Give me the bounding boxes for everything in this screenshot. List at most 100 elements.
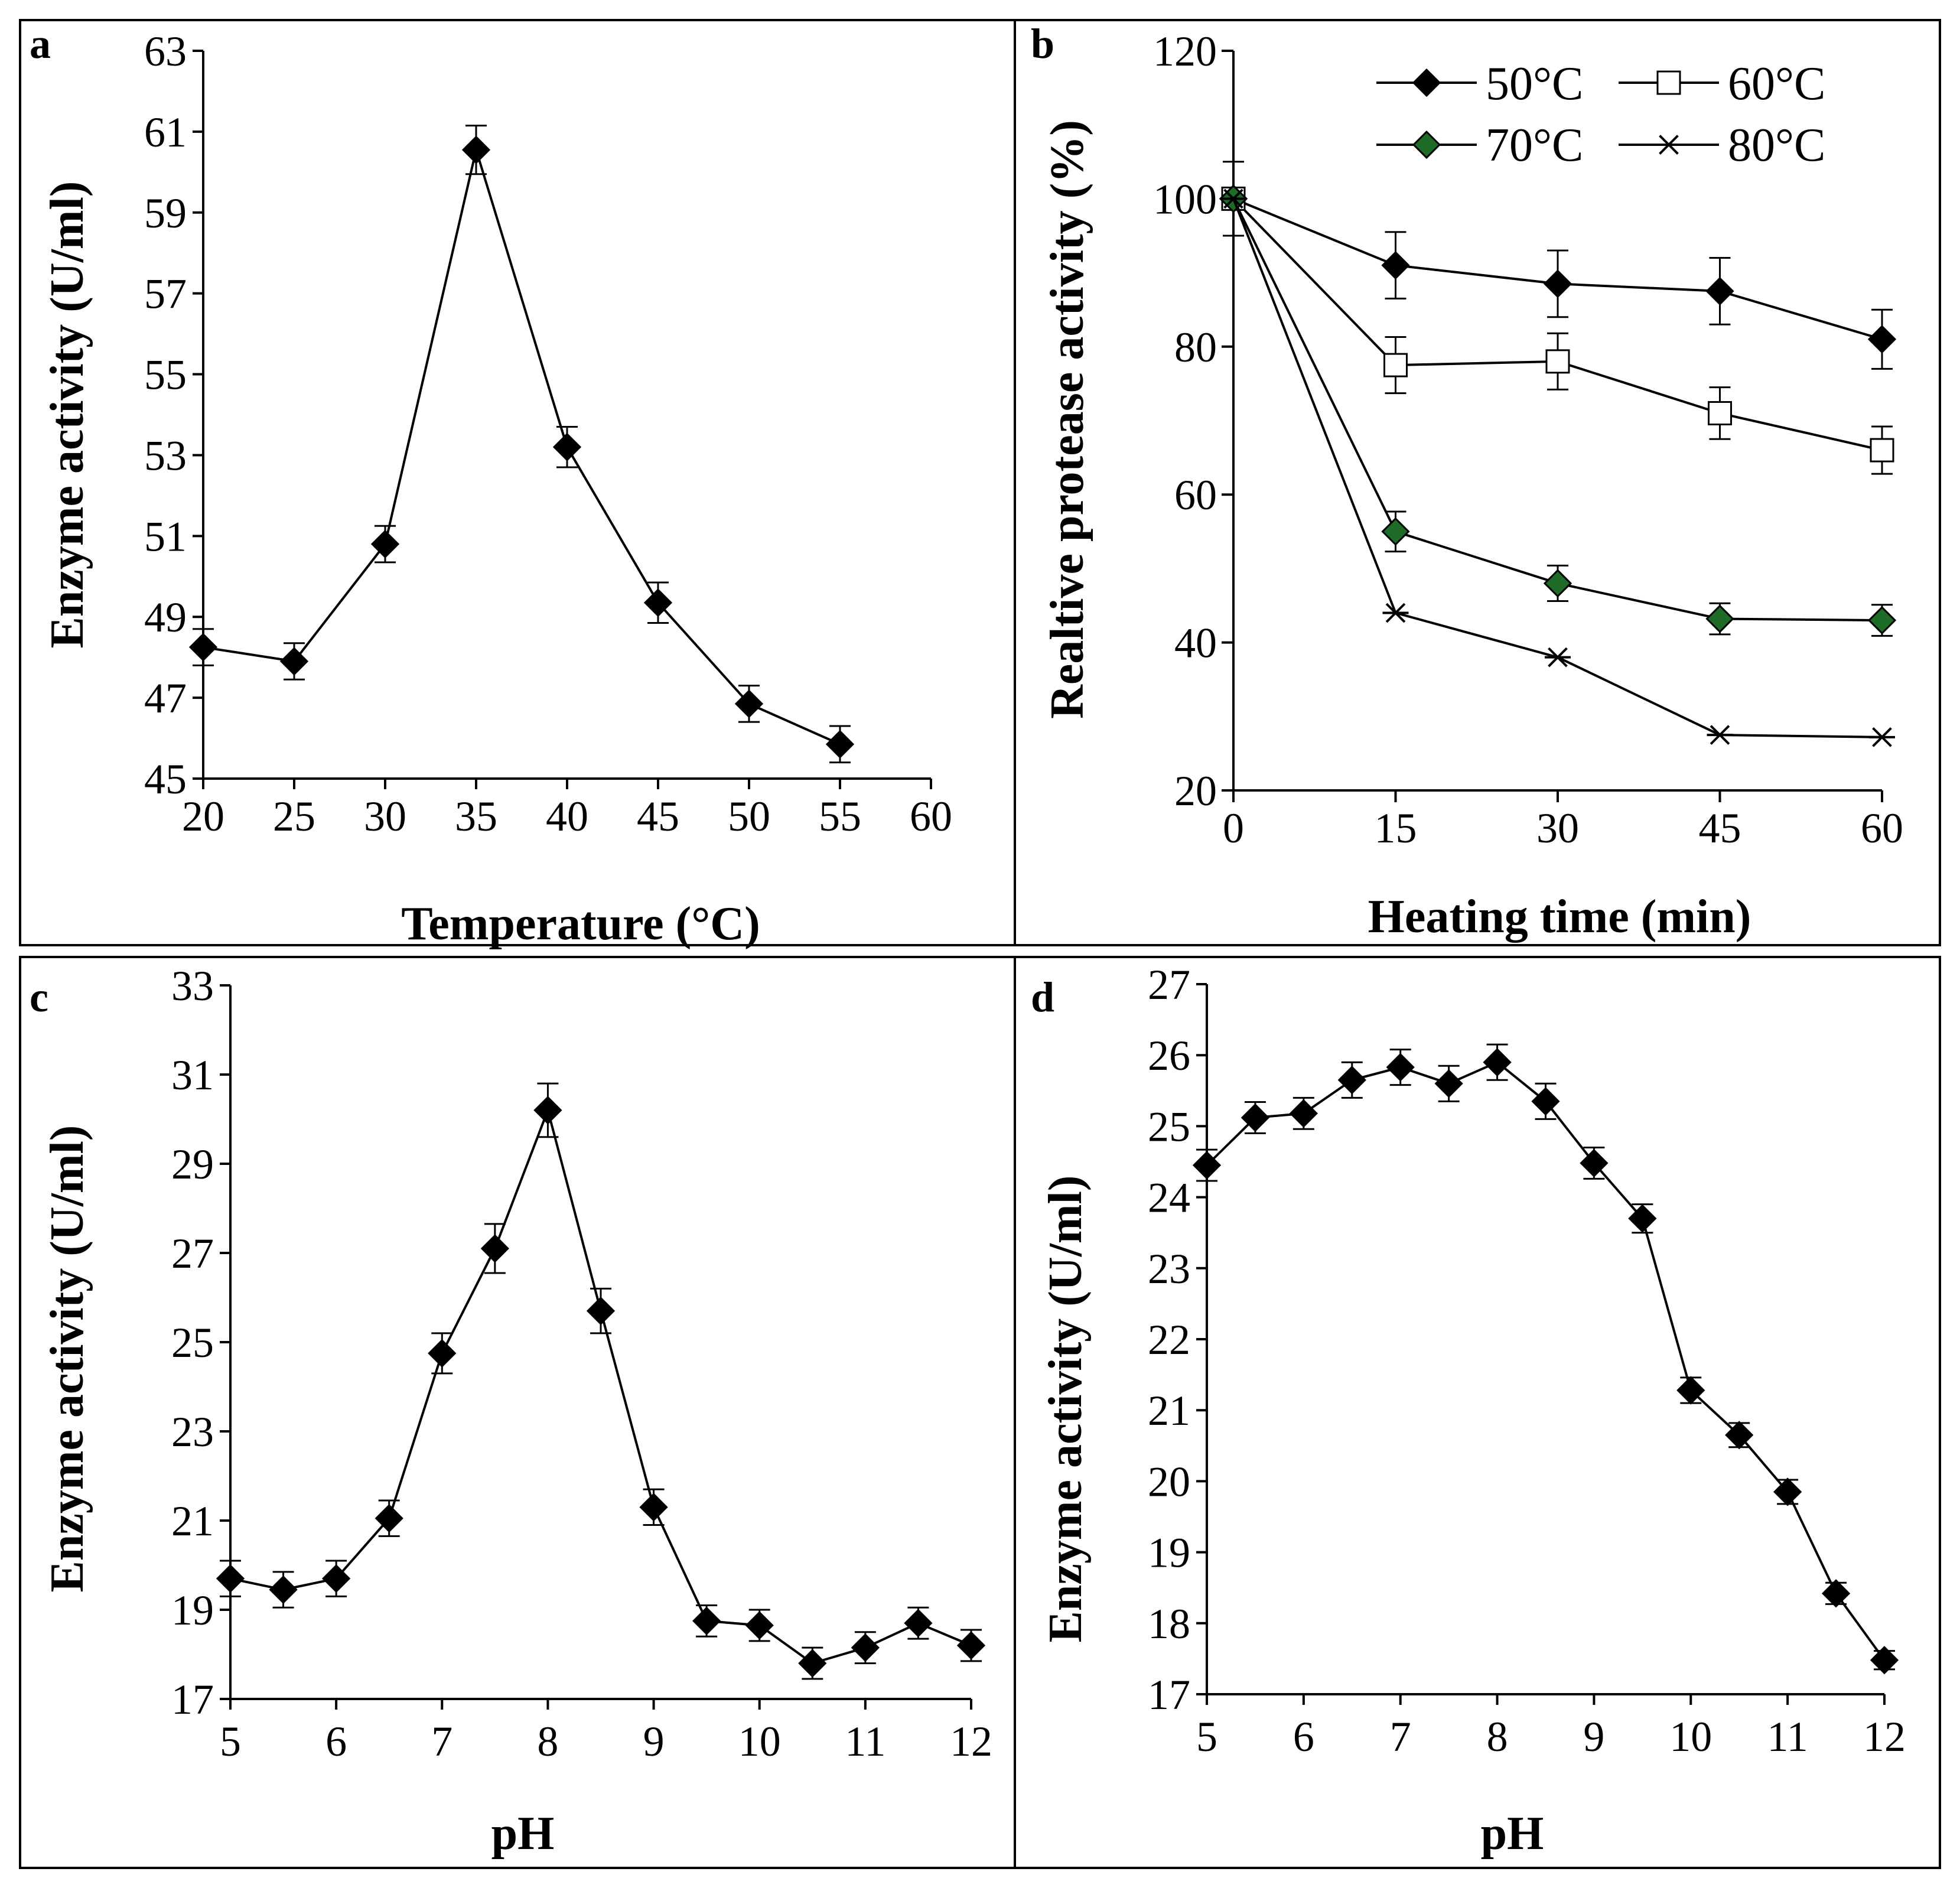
panel-b-series-2-point bbox=[1543, 569, 1572, 598]
panel-d-ytick-label: 24 bbox=[1148, 1174, 1190, 1222]
panel-c-series-0-point bbox=[480, 1234, 509, 1263]
panel-c-series-0-point bbox=[851, 1633, 880, 1662]
panel-b-xtick-label: 45 bbox=[1699, 805, 1741, 852]
panel-b-xtick-label: 60 bbox=[1861, 805, 1903, 852]
panel-b-ylabel: Realtive protease activity (%) bbox=[1041, 120, 1093, 719]
panel-a-ytick-label: 47 bbox=[144, 675, 187, 722]
panel-d-ytick-label: 26 bbox=[1148, 1032, 1190, 1079]
panel-d-ytick-label: 17 bbox=[1148, 1671, 1190, 1718]
panel-d-ytick-label: 21 bbox=[1148, 1387, 1190, 1434]
panel-c-ytick-label: 31 bbox=[171, 1052, 214, 1099]
panel-b-xtick-label: 30 bbox=[1536, 805, 1579, 852]
panel-c-ytick-label: 25 bbox=[171, 1319, 214, 1366]
panel-c-series-0-point bbox=[639, 1493, 668, 1522]
panel-b-frame bbox=[1014, 19, 1941, 946]
panel-c-plot: 5 6 7 8 9 10 11 12 17 19 21 23 25 27 29 31 33 bbox=[171, 962, 992, 1765]
panel-a-series-0-point bbox=[643, 588, 673, 617]
panel-d-series-0-point bbox=[1676, 1376, 1705, 1405]
panel-a-series-0-point bbox=[552, 432, 582, 461]
legend-marker-1 bbox=[1656, 70, 1681, 95]
panel-d-xtick-label: 8 bbox=[1487, 1713, 1508, 1760]
panel-a-xtick-label: 20 bbox=[182, 793, 224, 840]
panel-d-ylabel: Enzyme activity (U/ml) bbox=[1040, 1176, 1092, 1643]
legend-label-50: 50°C bbox=[1486, 58, 1583, 110]
panel-b-series-3-point bbox=[1382, 603, 1409, 623]
panel-d-xtick-label: 7 bbox=[1390, 1713, 1411, 1760]
panel-b-series-3-point bbox=[1220, 188, 1246, 209]
panel-b-ytick-label: 20 bbox=[1174, 767, 1217, 815]
panel-d-ytick-label: 22 bbox=[1148, 1316, 1190, 1363]
panel-b-ytick-label: 60 bbox=[1174, 471, 1217, 519]
panel-c-series-0-point bbox=[904, 1609, 933, 1638]
legend-label-80: 80°C bbox=[1728, 119, 1825, 171]
panel-a-series-0-point bbox=[734, 689, 764, 718]
legend-marker-2 bbox=[1412, 130, 1441, 159]
panel-c-xtick-label: 6 bbox=[325, 1718, 347, 1765]
panel-b-series-0-point bbox=[1867, 325, 1897, 354]
panel-b-plot: 0 15 30 45 60 20 40 60 80 100 120 bbox=[1153, 28, 1903, 852]
panel-d-ytick-label: 20 bbox=[1148, 1458, 1190, 1505]
panel-a-xtick-label: 40 bbox=[546, 793, 588, 840]
panel-a-ytick-label: 61 bbox=[144, 109, 187, 156]
panel-a-plot: 20 25 30 35 40 45 50 55 60 45 47 49 51 53 55 57 59 61 63 bbox=[144, 28, 952, 840]
legend-label-70: 70°C bbox=[1486, 119, 1583, 171]
panel-c-ytick-label: 29 bbox=[171, 1141, 214, 1188]
panel-c-xtick-label: 9 bbox=[643, 1718, 665, 1765]
panel-b-series-1-point bbox=[1383, 353, 1408, 377]
panel-d-ytick-label: 18 bbox=[1148, 1600, 1190, 1648]
panel-a-ytick-label: 57 bbox=[144, 271, 187, 318]
panel-a-ytick-label: 63 bbox=[144, 28, 187, 75]
panel-b-series-0-point bbox=[1543, 269, 1572, 298]
panel-b-xtick-label: 0 bbox=[1223, 805, 1244, 852]
panel-a-ytick-label: 55 bbox=[144, 351, 187, 399]
panel-a-xtick-label: 55 bbox=[819, 793, 861, 840]
panel-b-ytick-label: 80 bbox=[1174, 324, 1217, 371]
panel-d-plot: 5 6 7 8 9 10 11 12 17 18 19 20 21 22 23 24 25 26 27 bbox=[1148, 961, 1906, 1760]
panel-b-ytick-label: 100 bbox=[1153, 175, 1217, 223]
panel-c-ytick-label: 27 bbox=[171, 1230, 214, 1277]
panel-d-ytick-label: 23 bbox=[1148, 1245, 1190, 1293]
panel-c-xtick-label: 10 bbox=[738, 1718, 781, 1765]
panel-a-series-0-point bbox=[461, 135, 491, 164]
panel-a-series-0-line bbox=[203, 145, 841, 746]
panel-d-frame bbox=[1014, 956, 1941, 1869]
panel-d-series-0-point bbox=[1241, 1103, 1270, 1132]
panel-b-xtick-label: 15 bbox=[1375, 805, 1417, 852]
panel-d-xtick-label: 9 bbox=[1583, 1713, 1604, 1760]
panel-b-xlabel: Heating time (min) bbox=[1368, 891, 1751, 943]
panel-c-ytick-label: 17 bbox=[171, 1676, 214, 1723]
panel-c-series-0-point bbox=[745, 1611, 774, 1640]
panel-b-letter: b bbox=[1031, 20, 1054, 67]
panel-c-ylabel: Enzyme activity (U/ml) bbox=[41, 1125, 93, 1593]
panel-a-series-0-point bbox=[370, 529, 400, 559]
panel-d-series-0-point bbox=[1725, 1421, 1754, 1450]
panel-c-series-0-point bbox=[216, 1564, 245, 1593]
panel-a-xtick-label: 25 bbox=[273, 793, 315, 840]
panel-b-series-0-point bbox=[1705, 276, 1734, 306]
legend-marker-3 bbox=[1656, 135, 1682, 155]
panel-c-ytick-label: 23 bbox=[171, 1408, 214, 1456]
panel-b-series-1-point bbox=[1708, 401, 1732, 425]
panel-d-ytick-label: 25 bbox=[1148, 1103, 1190, 1150]
panel-c-series-0-point bbox=[586, 1297, 616, 1326]
legend-marker-0 bbox=[1412, 68, 1441, 97]
panel-b-series-2-point bbox=[1705, 604, 1734, 633]
panel-b-series-2-point bbox=[1381, 517, 1410, 546]
panel-c-ytick-label: 33 bbox=[171, 962, 214, 1010]
panel-b-series-3-point bbox=[1545, 647, 1571, 668]
panel-c-series-0-point bbox=[375, 1504, 403, 1533]
panel-b-legend: 50°C 60°C 70°C 80°C bbox=[1376, 58, 1825, 171]
panel-c-xtick-label: 7 bbox=[431, 1718, 452, 1765]
panel-c-series-0-point bbox=[956, 1631, 986, 1660]
panel-d-xtick-label: 5 bbox=[1196, 1713, 1217, 1760]
panel-a-letter: a bbox=[30, 20, 51, 67]
panel-d-xtick-label: 6 bbox=[1293, 1713, 1314, 1760]
panel-c-series-0-point bbox=[798, 1649, 827, 1678]
panel-d-ytick-label: 19 bbox=[1148, 1529, 1190, 1577]
panel-a-ytick-label: 51 bbox=[144, 513, 187, 560]
panel-d-series-0-point bbox=[1192, 1151, 1222, 1180]
panel-a-xtick-label: 50 bbox=[728, 793, 770, 840]
panel-c-xtick-label: 11 bbox=[845, 1718, 885, 1765]
panel-d-series-0-point bbox=[1289, 1099, 1318, 1128]
